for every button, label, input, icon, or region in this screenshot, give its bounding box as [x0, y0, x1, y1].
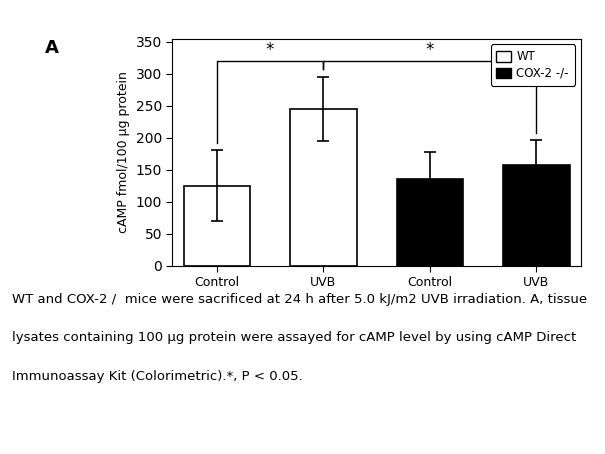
Text: lysates containing 100 μg protein were assayed for cAMP level by using cAMP Dire: lysates containing 100 μg protein were a…	[12, 331, 577, 345]
Y-axis label: cAMP fmol/100 μg protein: cAMP fmol/100 μg protein	[117, 71, 130, 233]
Text: *: *	[266, 41, 274, 59]
Bar	[397, 179, 463, 266]
Legend: WT, COX-2 -/-: WT, COX-2 -/-	[491, 44, 575, 86]
Bar	[503, 164, 570, 266]
Text: WT and COX-2 /  mice were sacrificed at 24 h after 5.0 kJ/m2 UVB irradiation. A,: WT and COX-2 / mice were sacrificed at 2…	[12, 293, 587, 306]
Text: A: A	[45, 39, 59, 57]
Text: *: *	[426, 41, 434, 59]
Text: Immunoassay Kit (Colorimetric).*, P < 0.05.: Immunoassay Kit (Colorimetric).*, P < 0.…	[12, 370, 303, 383]
Bar	[183, 186, 250, 266]
Bar	[290, 109, 356, 266]
